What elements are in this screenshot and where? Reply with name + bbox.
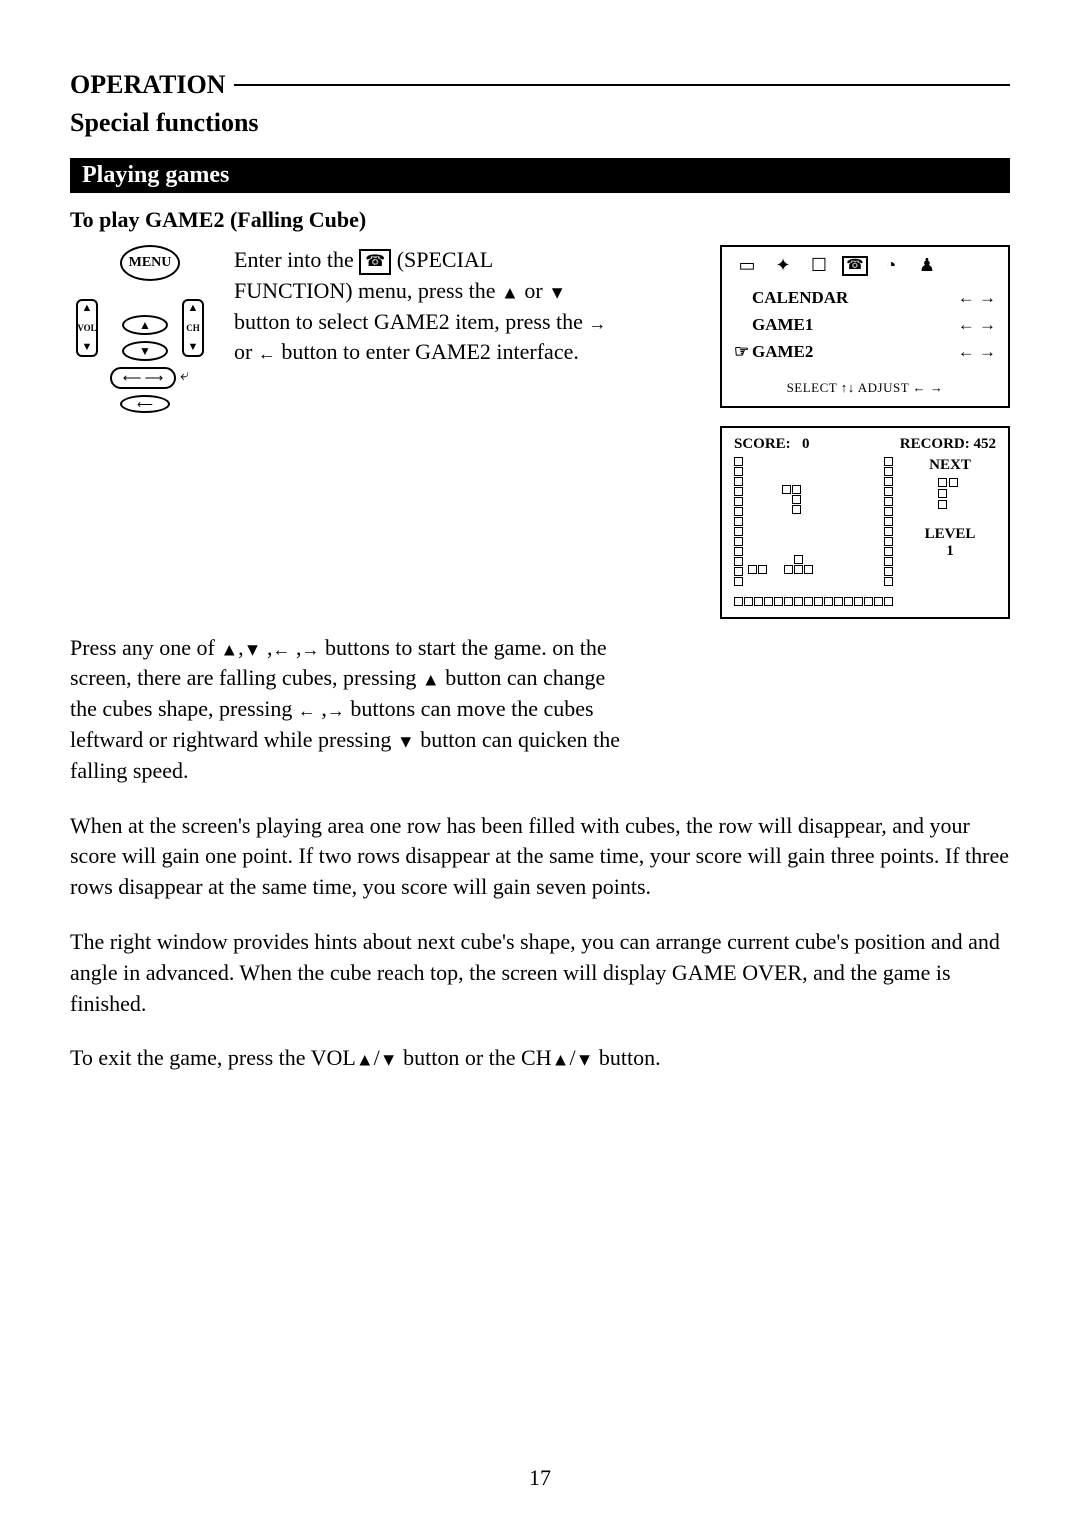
page-header: OPERATION <box>70 70 234 100</box>
paragraph-exit: To exit the game, press the VOL▲/▼ butto… <box>70 1043 1010 1074</box>
left-arrow-icon: ← <box>258 344 276 364</box>
up-triangle-icon: ▲ <box>356 1050 374 1070</box>
instruction-text-1: Enter into the ☎ (SPECIAL FUNCTION) menu… <box>234 245 614 368</box>
vol-rocker-icon: ▲ VOL ▼ <box>76 299 98 357</box>
right-arrow-icon: → <box>327 701 345 721</box>
settled-piece-icon <box>748 565 767 574</box>
up-triangle-icon: ▲ <box>552 1050 570 1070</box>
page-subtitle: Special functions <box>70 108 1010 138</box>
right-arrow-icon: → <box>588 313 606 333</box>
osd-menu-panel: ▭ ✦ ☐ ☎ ◔ ♟ CALENDAR← → GAME1← → GAME2← … <box>720 245 1010 408</box>
osd-icon: ▭ <box>734 255 760 276</box>
down-triangle-icon: ▼ <box>576 1050 594 1070</box>
lr-button-icon: ⟵ ⟶ <box>110 367 176 389</box>
osd-footer: SELECT ↑↓ ADJUST ← → <box>734 380 996 396</box>
next-label: NEXT <box>904 457 996 474</box>
down-triangle-icon: ▼ <box>380 1050 398 1070</box>
record-value: 452 <box>974 436 997 452</box>
record-label: RECORD: <box>900 436 970 452</box>
osd-icon: ♟ <box>914 255 940 276</box>
page-number: 17 <box>0 1465 1080 1491</box>
osd-icon: ☐ <box>806 255 832 276</box>
special-function-icon: ☎ <box>359 249 391 275</box>
up-triangle-icon: ▲ <box>220 639 238 659</box>
paragraph-controls: Press any one of ▲,▼ ,← ,→ buttons to st… <box>70 633 630 787</box>
last-button-icon: ⟵ <box>120 395 170 413</box>
paragraph-scoring: When at the screen's playing area one ro… <box>70 811 1010 903</box>
score-value: 0 <box>802 436 810 452</box>
left-arrow-icon: ← <box>272 639 290 659</box>
osd-menu-item: GAME1← → <box>734 311 996 338</box>
game-playfield <box>734 457 894 607</box>
wall-bottom <box>734 597 894 607</box>
enter-arrow-icon: ⤶ <box>180 367 189 385</box>
remote-diagram: MENU ▲ VOL ▼ ▲ CH ▼ ▲ ▼ ⟵ ⟶ ⟵ ⤶ <box>70 245 210 445</box>
score-label: SCORE: <box>734 436 791 452</box>
down-button-icon: ▼ <box>122 341 168 361</box>
osd-icon: ✦ <box>770 255 796 276</box>
game-screen-panel: SCORE: 0 RECORD: 452 <box>720 426 1010 619</box>
menu-button-icon: MENU <box>120 245 180 281</box>
level-value: 1 <box>904 543 996 560</box>
section-heading: To play GAME2 (Falling Cube) <box>70 207 1010 233</box>
down-triangle-icon: ▼ <box>244 639 262 659</box>
header-rule <box>234 84 1010 86</box>
ch-rocker-icon: ▲ CH ▼ <box>182 299 204 357</box>
osd-menu-item: CALENDAR← → <box>734 284 996 311</box>
osd-icon-row: ▭ ✦ ☐ ☎ ◔ ♟ <box>734 255 996 276</box>
falling-piece-icon <box>782 485 801 514</box>
up-button-icon: ▲ <box>122 315 168 335</box>
right-arrow-icon: → <box>301 639 319 659</box>
up-triangle-icon: ▲ <box>501 282 519 302</box>
wall-right <box>884 457 894 595</box>
up-triangle-icon: ▲ <box>422 670 440 690</box>
next-piece-icon <box>938 478 962 510</box>
level-label: LEVEL <box>904 526 996 543</box>
wall-left <box>734 457 744 595</box>
paragraph-hints: The right window provides hints about ne… <box>70 927 1010 1019</box>
section-bar: Playing games <box>70 158 1010 193</box>
osd-icon-selected: ☎ <box>842 256 868 276</box>
settled-piece-icon <box>784 555 813 574</box>
down-triangle-icon: ▼ <box>397 731 415 751</box>
osd-icon: ◔ <box>878 255 904 276</box>
down-triangle-icon: ▼ <box>548 282 566 302</box>
osd-menu-item-selected: GAME2← → <box>734 338 996 365</box>
left-arrow-icon: ← <box>298 701 316 721</box>
